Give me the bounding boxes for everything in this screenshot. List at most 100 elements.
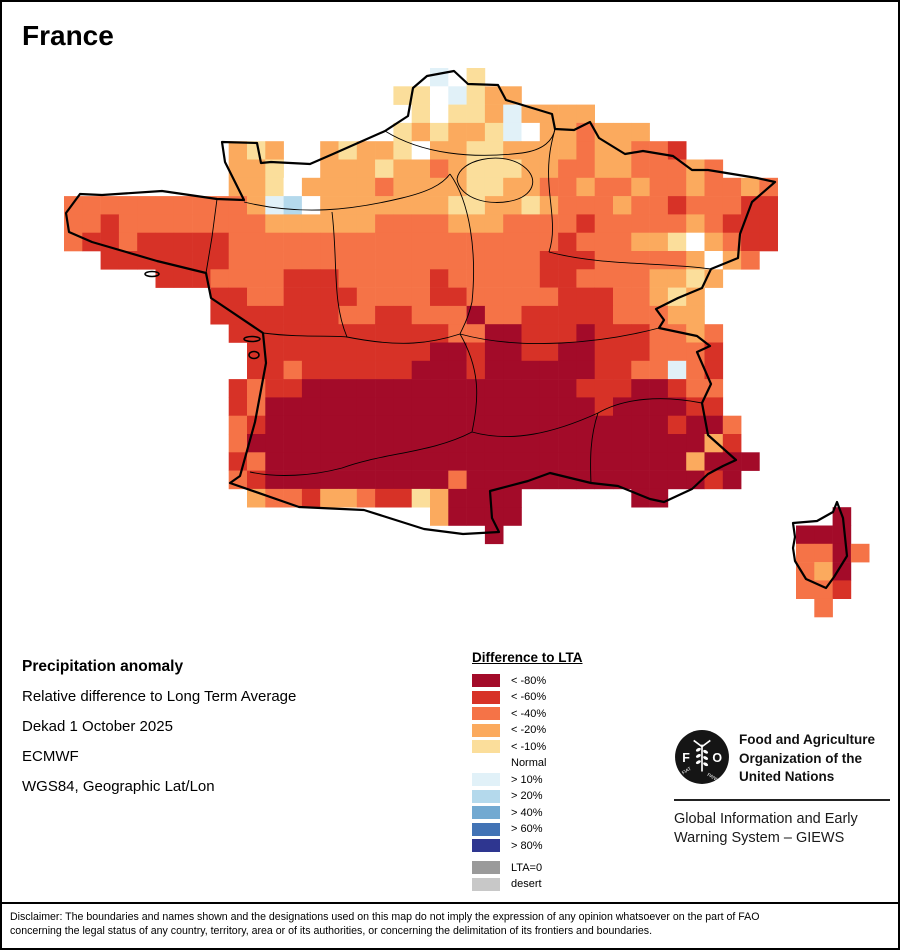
map-cell	[283, 452, 303, 471]
map-cell	[338, 269, 358, 288]
map-cell	[613, 251, 632, 270]
map-cell	[466, 324, 486, 343]
map-cell	[283, 305, 303, 325]
map-cell	[631, 305, 650, 325]
legend-label: desert	[511, 878, 542, 890]
map-cell	[484, 525, 504, 545]
map-cell	[301, 305, 321, 325]
map-cell	[649, 177, 669, 197]
map-cell	[448, 122, 467, 142]
map-cell	[631, 287, 650, 307]
map-cell	[521, 214, 541, 233]
map-cell	[594, 159, 614, 179]
legend-swatch	[472, 773, 500, 786]
map-cell	[320, 251, 339, 270]
map-cell	[466, 159, 486, 179]
map-cell	[796, 525, 815, 545]
map-cell	[430, 324, 449, 343]
map-cell	[741, 177, 760, 197]
map-cell	[613, 324, 632, 343]
map-cell	[686, 415, 705, 435]
map-cell	[448, 415, 467, 435]
map-cell	[320, 232, 339, 252]
map-cell	[667, 342, 687, 362]
map-cell	[503, 415, 522, 435]
disclaimer-line1: Disclaimer: The boundaries and names sho…	[10, 911, 760, 923]
map-cell	[503, 324, 522, 343]
map-cell	[631, 342, 650, 362]
map-cell	[375, 470, 394, 490]
map-cell	[686, 196, 705, 215]
map-cell	[558, 434, 577, 453]
map-cell	[411, 305, 431, 325]
map-cell	[613, 342, 632, 362]
map-cell	[210, 232, 229, 252]
map-cell	[448, 214, 467, 233]
map-cell	[393, 415, 412, 435]
map-cell	[850, 543, 870, 563]
map-cell	[704, 214, 724, 233]
map-cell	[430, 470, 449, 490]
map-cell	[503, 269, 522, 288]
map-cell	[411, 434, 431, 453]
map-cell	[173, 196, 193, 215]
map-cell	[356, 379, 376, 398]
map-cell	[539, 232, 559, 252]
legend-swatch	[472, 757, 500, 770]
map-cell	[503, 141, 522, 160]
map-cell	[631, 159, 650, 179]
map-cell	[301, 360, 321, 380]
map-cell	[356, 287, 376, 307]
legend-item: > 40%	[472, 806, 642, 819]
legend-label: > 80%	[511, 839, 543, 852]
map-cell	[320, 415, 339, 435]
map-cell	[686, 305, 705, 325]
map-cell	[448, 86, 467, 105]
map-cell	[594, 269, 614, 288]
map-cell	[375, 324, 394, 343]
legend: Difference to LTA < -80% < -60% < -40% < -2…	[472, 650, 642, 894]
disclaimer-line2: concerning the legal status of any count…	[10, 925, 653, 937]
map-cell	[576, 232, 595, 252]
map-cell	[393, 342, 412, 362]
legend-item: LTA=0	[472, 861, 642, 874]
island-re	[243, 335, 261, 343]
map-cell	[265, 269, 284, 288]
map-cell	[594, 452, 614, 471]
map-cell	[649, 251, 669, 270]
map-cell	[210, 214, 229, 233]
map-cell	[466, 68, 486, 87]
map-cell	[649, 488, 669, 508]
map-cell	[484, 360, 504, 380]
map-cell	[100, 251, 120, 270]
legend-label: > 20%	[511, 790, 543, 802]
map-cell	[393, 196, 412, 215]
map-cell	[411, 141, 431, 160]
map-cell	[667, 269, 687, 288]
map-cell	[320, 305, 339, 325]
map-cell	[411, 342, 431, 362]
map-cell	[503, 507, 522, 526]
map-cell	[686, 177, 705, 197]
map-cell	[576, 159, 595, 179]
map-cell	[155, 214, 175, 233]
map-cell	[576, 287, 595, 307]
map-cell	[613, 159, 632, 179]
map-cell	[667, 159, 687, 179]
legend-label: < -20%	[511, 724, 547, 736]
map-cell	[631, 214, 650, 233]
map-cell	[832, 525, 852, 545]
map-cell	[393, 251, 412, 270]
map-cell	[320, 397, 339, 416]
map-cell	[649, 287, 669, 307]
legend-item: Normal	[472, 757, 642, 770]
map-cell	[393, 269, 412, 288]
map-cell	[759, 214, 778, 233]
map-cell	[722, 415, 742, 435]
map-cell	[484, 232, 504, 252]
map-cell	[210, 196, 229, 215]
legend-label: LTA=0	[511, 861, 543, 874]
map-cell	[411, 415, 431, 435]
map-cell	[283, 232, 303, 252]
map-cell	[558, 360, 577, 380]
